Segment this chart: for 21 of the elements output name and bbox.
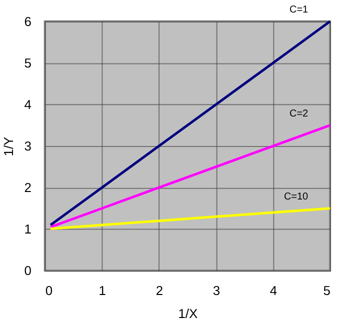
x-axis-title: 1/X [178, 306, 198, 322]
line-series [49, 207, 332, 230]
x-tick-label: 4 [270, 283, 278, 298]
x-tick-label: 1 [98, 283, 106, 298]
line-series [49, 20, 332, 226]
x-tick-label: 3 [212, 283, 220, 298]
y-tick-label: 4 [24, 96, 32, 112]
y-tick-label: 6 [24, 14, 32, 29]
series-label: C=1 [290, 4, 309, 16]
line-series [49, 124, 332, 228]
x-tick-label: 2 [156, 283, 164, 298]
series-label: C=2 [290, 108, 309, 120]
series-label: C=10 [284, 191, 309, 202]
y-tick-label: 5 [24, 55, 32, 70]
y-tick-label: 2 [24, 180, 32, 196]
y-tick-label: 1 [24, 222, 32, 237]
x-tick-label: 0 [45, 283, 53, 298]
y-axis-title: 1/Y [1, 136, 16, 156]
y-tick-label: 3 [24, 138, 32, 154]
y-tick-label: 0 [24, 263, 32, 278]
x-tick-label: 5 [323, 283, 331, 298]
